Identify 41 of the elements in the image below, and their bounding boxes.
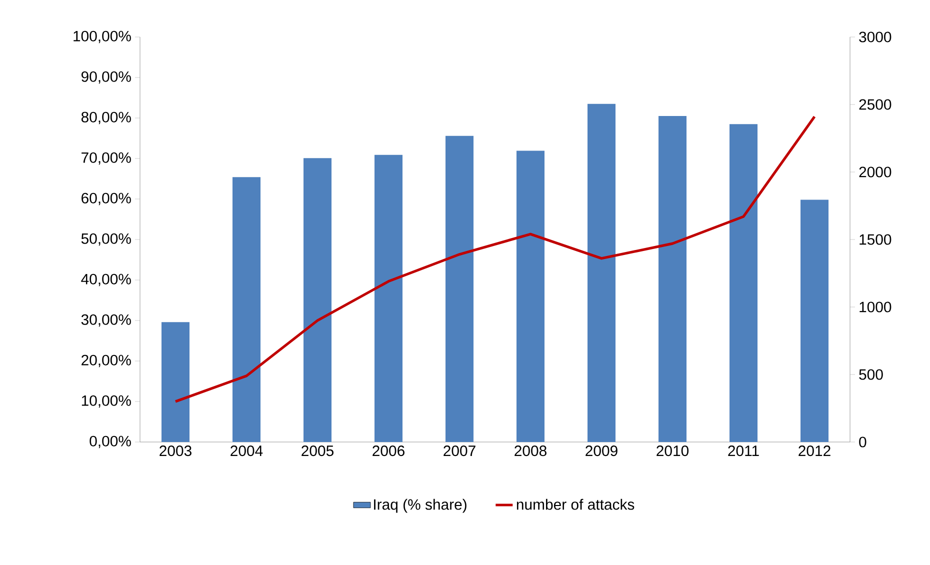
x-tick-label: 2003: [160, 446, 192, 456]
x-tick-label: 2012: [798, 446, 830, 456]
line-series: [174, 115, 816, 403]
bar: [162, 322, 190, 442]
y-tick-label: 70,00%: [82, 152, 131, 165]
y-tick-label: 40,00%: [81, 274, 131, 286]
x-tick-label: 2007: [444, 446, 476, 456]
y2-tick-label: 3000: [859, 32, 892, 42]
x-tick-label: 2008: [514, 446, 546, 456]
bar: [446, 136, 474, 442]
bar: [516, 150, 545, 442]
x-tick-label: 2006: [372, 446, 404, 456]
y2-tick-label: 0: [859, 436, 866, 448]
y2-tick-label: 500: [859, 369, 883, 380]
bar: [730, 124, 758, 442]
bar: [232, 177, 261, 442]
bar: [304, 158, 332, 442]
bar: [374, 154, 403, 442]
bar: [588, 104, 616, 442]
y2-tick-label: 1000: [860, 302, 892, 312]
x-tick-label: 2010: [656, 446, 689, 456]
y-tick-label: 20,00%: [82, 354, 131, 368]
x-tick-label: 2005: [302, 446, 334, 456]
bar: [658, 116, 687, 442]
y-tick-label: 10,00%: [82, 395, 131, 408]
y-tick-label: 100,00%: [74, 30, 131, 44]
x-tick-label: 2004: [230, 446, 263, 456]
y-tick-label: 50,00%: [81, 233, 131, 246]
x-tick-label: 2009: [586, 446, 618, 456]
y-tick-label: 80,00%: [81, 112, 131, 124]
y2-tick-label: 1500: [860, 234, 892, 245]
bar: [800, 200, 829, 442]
y-tick-label: 30,00%: [81, 314, 131, 327]
y-tick-label: 60,00%: [82, 192, 131, 206]
y2-tick-label: 2500: [859, 99, 892, 110]
legend-label: number of attacks: [516, 498, 634, 510]
y-tick-label: 0,00%: [90, 436, 131, 448]
y-tick-label: 90,00%: [82, 71, 131, 84]
x-tick-label: 2011: [728, 446, 759, 456]
y2-tick-label: 2000: [859, 166, 892, 178]
legend-label: Iraq (% share): [374, 498, 466, 513]
